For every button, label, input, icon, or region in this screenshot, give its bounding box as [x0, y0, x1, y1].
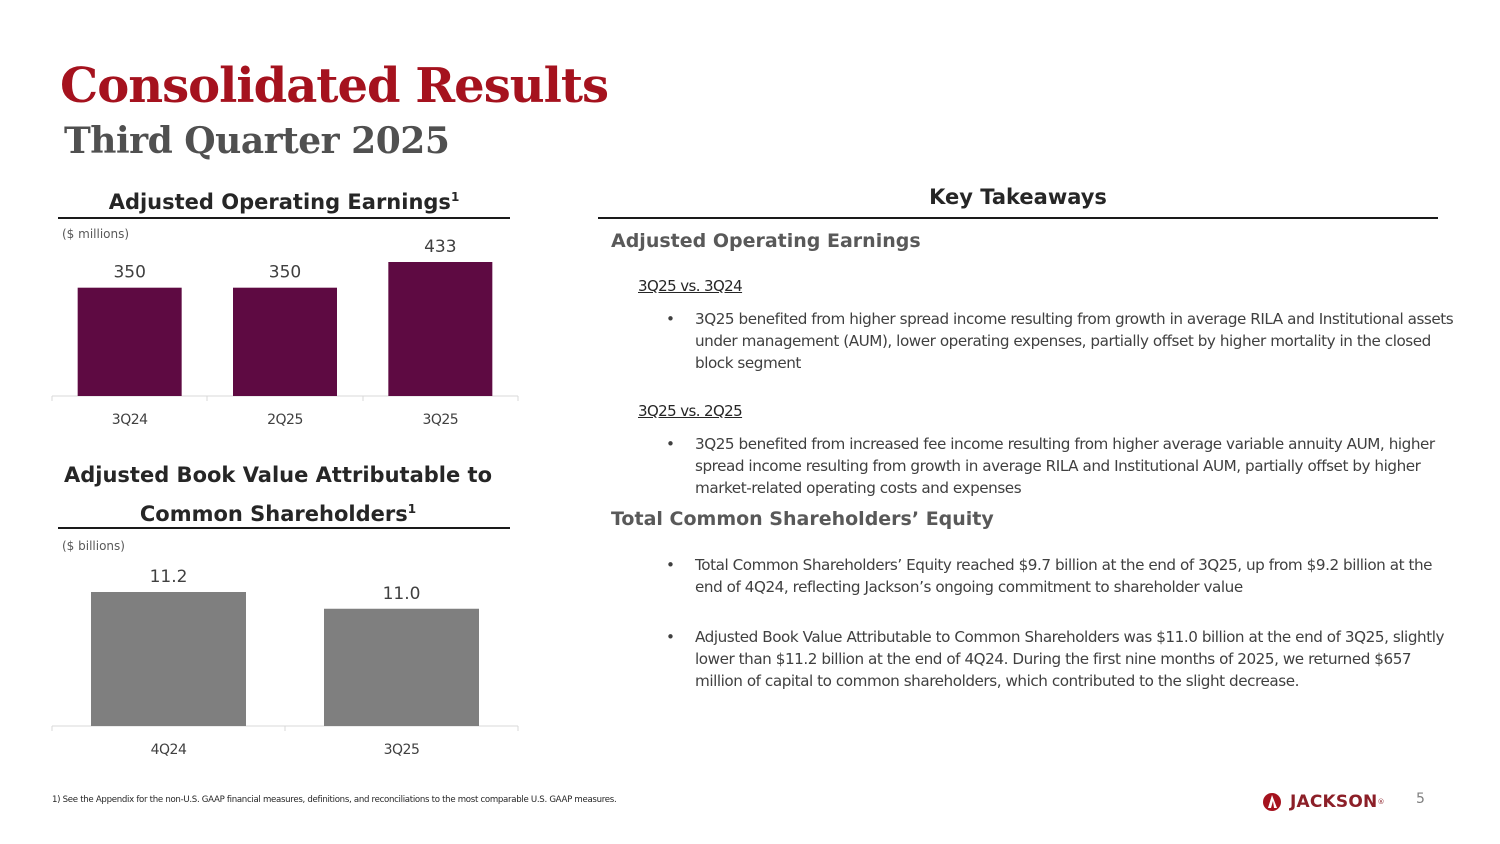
abv-chart-title-line2-wrap: Common Shareholders1: [48, 492, 508, 531]
key-takeaways-title: Key Takeaways: [929, 185, 1107, 209]
bullet-qoq-text: 3Q25 benefited from increased fee income…: [695, 435, 1435, 497]
category-label-3Q24: 3Q24: [112, 412, 148, 428]
bullet-qoq: • 3Q25 benefited from increased fee inco…: [666, 433, 1456, 499]
category-label-3Q25: 3Q25: [422, 412, 458, 428]
abv-chart-title-line2: Common Shareholders: [139, 502, 408, 526]
bullet-dot: •: [666, 628, 675, 646]
bar-4Q24: [91, 592, 246, 726]
category-label-3Q25: 3Q25: [384, 742, 420, 758]
bullet-book-value: • Adjusted Book Value Attributable to Co…: [666, 626, 1456, 692]
abv-chart-title-line1: Adjusted Book Value Attributable to: [64, 463, 492, 487]
abv-chart-unit: ($ billions): [62, 539, 125, 553]
footnote: 1) See the Appendix for the non-U.S. GAA…: [52, 795, 617, 805]
comparison-label-yoy: 3Q25 vs. 3Q24: [638, 277, 743, 295]
page-title: Consolidated Results: [60, 58, 609, 114]
jackson-logo-icon: [1263, 793, 1281, 811]
value-label-3Q25: 433: [424, 237, 456, 257]
category-label-2Q25: 2Q25: [267, 412, 303, 428]
aoe-chart-title-footnote: 1: [450, 190, 460, 204]
page-subtitle: Third Quarter 2025: [64, 120, 450, 162]
bullet-book-value-text: Adjusted Book Value Attributable to Comm…: [695, 628, 1445, 690]
bullet-yoy: • 3Q25 benefited from higher spread inco…: [666, 308, 1456, 374]
page-number: 5: [1416, 791, 1425, 807]
jackson-logo: JACKSON ®: [1262, 790, 1384, 814]
aoe-chart-title: Adjusted Operating Earnings1: [58, 180, 510, 219]
value-label-2Q25: 350: [269, 263, 301, 283]
bullet-equity-text: Total Common Shareholders’ Equity reache…: [695, 556, 1433, 596]
abv-bar-chart: 11.2 4Q24 11.0 3Q25: [51, 567, 519, 758]
aoe-chart-rule: [58, 217, 510, 219]
aoe-chart-title-text: Adjusted Operating Earnings: [108, 190, 451, 214]
bullet-dot: •: [666, 310, 675, 328]
equity-takeaway-heading: Total Common Shareholders’ Equity: [611, 508, 994, 530]
bullet-equity: • Total Common Shareholders’ Equity reac…: [666, 554, 1456, 598]
abv-chart-rule: [58, 527, 510, 529]
bullet-yoy-text: 3Q25 benefited from higher spread income…: [695, 310, 1454, 372]
aoe-bar-chart: 350 3Q24 350 2Q25 433 3Q25: [51, 237, 519, 428]
value-label-4Q24: 11.2: [150, 567, 188, 587]
bar-3Q25: [324, 608, 479, 726]
comparison-label-qoq: 3Q25 vs. 2Q25: [638, 402, 743, 420]
value-label-3Q25: 11.0: [383, 584, 421, 604]
jackson-logo-trademark: ®: [1377, 798, 1385, 806]
bar-3Q24: [77, 287, 182, 396]
bar-2Q25: [233, 287, 337, 396]
abv-chart-title: Adjusted Book Value Attributable to Comm…: [48, 458, 508, 531]
jackson-logo-text: JACKSON: [1290, 792, 1378, 812]
aoe-chart-unit: ($ millions): [62, 227, 130, 241]
category-label-4Q24: 4Q24: [151, 742, 187, 758]
value-label-3Q24: 350: [113, 263, 145, 283]
key-takeaways-rule: [598, 217, 1438, 219]
bullet-dot: •: [666, 556, 675, 574]
aoe-takeaway-heading: Adjusted Operating Earnings: [611, 230, 921, 252]
abv-chart-title-footnote: 1: [407, 502, 417, 516]
bar-3Q25: [388, 262, 493, 396]
bullet-dot: •: [666, 435, 675, 453]
